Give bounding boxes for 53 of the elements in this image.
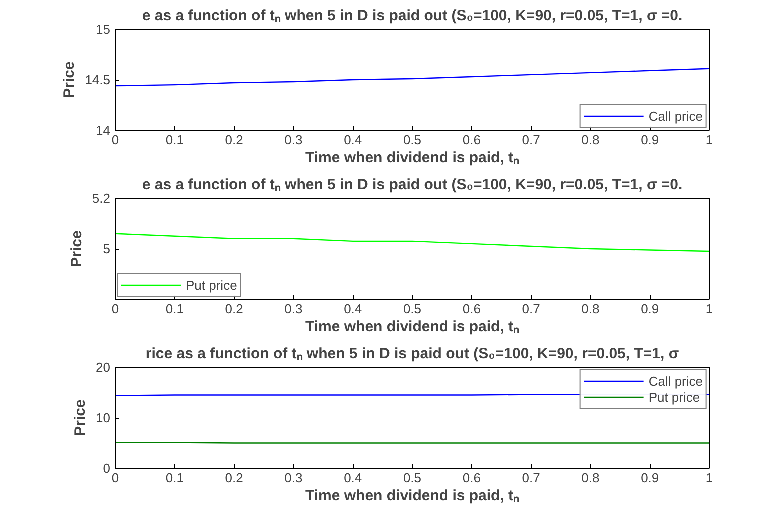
x-tick-label: 0.2 <box>225 132 244 148</box>
x-tick-label: 0.8 <box>582 132 600 148</box>
line-series <box>116 68 710 87</box>
legend-label: Put price <box>648 389 700 405</box>
x-tick-label: 0.2 <box>225 470 244 486</box>
chart-title: e as a function of tₙ when 5 in D is paid out (S₀=100, K=90, r=0.05, T=1, σ =0. <box>142 8 683 24</box>
x-tick-label: 0.3 <box>284 132 303 148</box>
x-tick-label: 0.8 <box>582 470 600 486</box>
y-tick-label: 14.5 <box>85 72 111 88</box>
x-tick-label: 0.3 <box>284 302 303 316</box>
x-axis-title: Time when dividend is paid, tₙ <box>305 318 520 336</box>
x-tick-label: 0.6 <box>462 470 481 486</box>
x-tick-label: 0.4 <box>344 470 362 486</box>
x-axis-title: Time when dividend is paid, tₙ <box>305 150 520 166</box>
y-tick-label: 0 <box>103 461 111 476</box>
x-tick-label: 0.1 <box>166 132 184 148</box>
y-tick-label: 10 <box>96 410 111 426</box>
x-tick-label: 0.4 <box>344 132 362 148</box>
x-tick-label: 0.3 <box>284 470 303 486</box>
x-tick-label: 0.5 <box>403 302 422 316</box>
x-tick-label: 1 <box>706 470 714 486</box>
y-tick-label: 14 <box>96 123 111 138</box>
y-tick-label: 5.2 <box>92 191 111 206</box>
chart-title: rice as a function of tₙ when 5 in D is paid out (S₀=100, K=90, r=0.05, T=1, σ <box>146 346 680 362</box>
x-tick-label: 0.5 <box>403 470 422 486</box>
x-tick-label: 0.6 <box>462 302 481 316</box>
legend-label: Put price <box>186 277 238 293</box>
x-tick-label: 1 <box>706 132 714 148</box>
y-axis-title: Price <box>61 62 78 98</box>
x-tick-label: 0.7 <box>522 302 540 316</box>
x-tick-label: 1 <box>706 302 714 316</box>
legend-label: Call price <box>648 108 703 124</box>
chart-title: e as a function of tₙ when 5 in D is paid out (S₀=100, K=90, r=0.05, T=1, σ =0. <box>142 176 683 194</box>
y-axis-title: Price <box>68 230 86 268</box>
x-tick-label: 0.2 <box>225 302 244 316</box>
y-axis-title: Price <box>72 400 90 436</box>
x-tick-label: 0.9 <box>641 132 660 148</box>
line-series <box>116 233 710 252</box>
x-tick-label: 0.7 <box>522 132 540 148</box>
y-tick-label: 5 <box>103 242 111 256</box>
x-tick-label: 0.1 <box>166 302 184 316</box>
x-tick-label: 0.5 <box>403 132 422 148</box>
x-tick-label: 0.7 <box>522 470 540 486</box>
x-tick-label: 0.6 <box>462 132 481 148</box>
y-tick-label: 20 <box>96 360 111 375</box>
y-tick-label: 15 <box>96 22 111 37</box>
x-tick-label: 0.9 <box>641 302 660 316</box>
x-axis-title: Time when dividend is paid, tₙ <box>305 488 520 504</box>
legend-label: Call price <box>648 373 703 389</box>
x-tick-label: 0.9 <box>641 470 660 486</box>
x-tick-label: 0.4 <box>344 302 362 316</box>
x-tick-label: 0.8 <box>582 302 600 316</box>
x-tick-label: 0.1 <box>166 470 184 486</box>
